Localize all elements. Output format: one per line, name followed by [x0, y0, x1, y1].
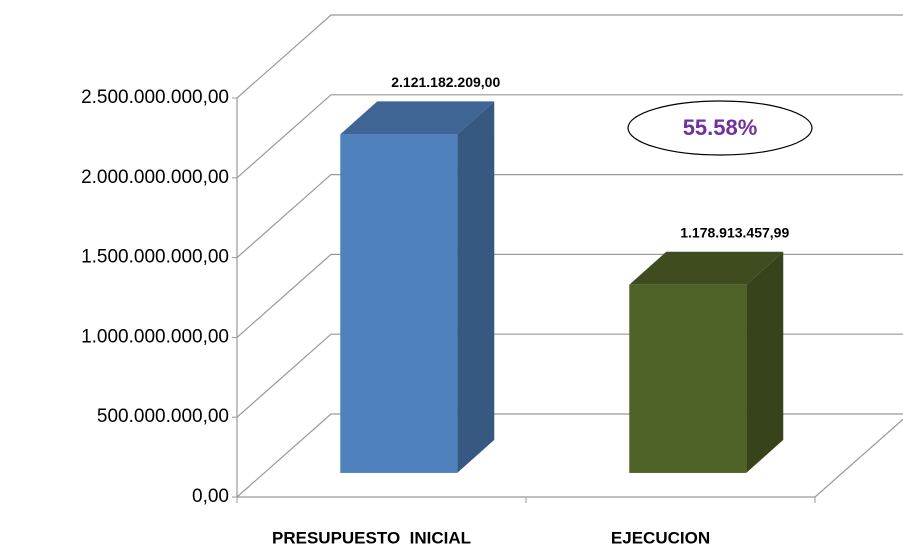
- value-label: 1.178.913.457,99: [680, 224, 789, 240]
- bar-front: [629, 284, 747, 473]
- x-tick-label: PRESUPUESTO INICIAL: [272, 528, 471, 547]
- grid-line: [236, 174, 903, 259]
- y-tick-label: 1.000.000.000,00: [81, 326, 229, 347]
- grid-line: [236, 94, 903, 179]
- bar-front: [340, 134, 458, 473]
- bar-top: [340, 101, 495, 135]
- value-label: 2.121.182.209,00: [391, 74, 500, 90]
- grid-line: [236, 253, 903, 338]
- grid-line: [236, 14, 903, 99]
- annotation: 55.58%: [683, 115, 758, 140]
- bar-top: [629, 251, 784, 285]
- x-tick-label: EJECUCION: [611, 528, 710, 547]
- grid-line: [236, 333, 903, 418]
- y-tick-label: 1.500.000.000,00: [81, 247, 229, 268]
- y-tick-label: 0,00: [192, 486, 229, 507]
- annotation-ellipse: [627, 100, 813, 156]
- y-tick-label: 2.000.000.000,00: [81, 167, 229, 188]
- floor: [237, 418, 903, 498]
- y-tick-label: 500.000.000,00: [97, 406, 229, 427]
- grid-line: [236, 413, 903, 498]
- y-tick-label: 2.500.000.000,00: [81, 87, 229, 108]
- bar-side: [457, 101, 495, 473]
- bar-side: [746, 251, 784, 473]
